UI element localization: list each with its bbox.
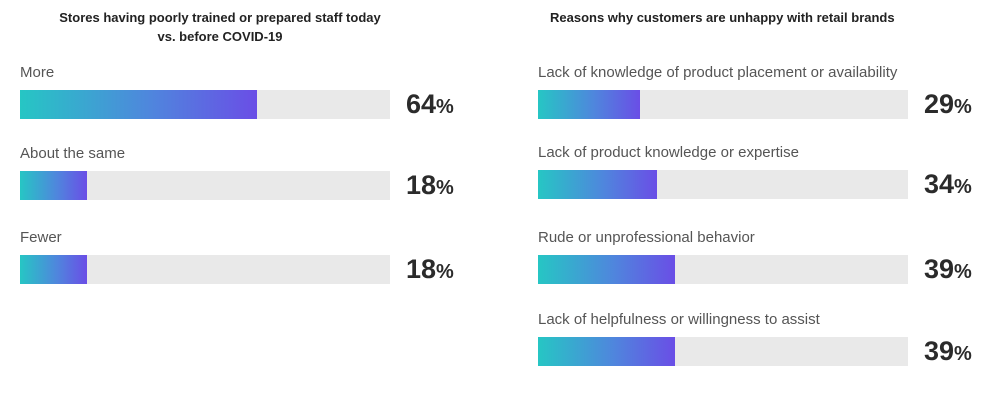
right-chart-value-label: 39% bbox=[924, 251, 972, 290]
left-chart-title-line-1: Stores having poorly trained or prepared… bbox=[59, 10, 381, 25]
right-chart-title-line-1: Reasons why customers are unhappy with r… bbox=[550, 10, 895, 25]
left-chart-title-line-2: vs. before COVID-19 bbox=[157, 29, 283, 44]
left-chart-bar-row: More 64% bbox=[20, 64, 480, 124]
left-chart-value-unit: % bbox=[436, 177, 454, 199]
right-chart-bar-row: Lack of helpfulness or willingness to as… bbox=[538, 311, 990, 371]
right-chart-value-label: 39% bbox=[924, 333, 972, 372]
left-chart-bar-track bbox=[20, 255, 390, 284]
left-chart-bar-row: Fewer 18% bbox=[20, 229, 480, 289]
left-chart-value-number: 64 bbox=[406, 89, 437, 119]
left-chart-value-label: 18% bbox=[406, 251, 454, 290]
left-chart-value-unit: % bbox=[436, 261, 454, 283]
right-chart-bar bbox=[538, 90, 640, 119]
right-chart-value-unit: % bbox=[954, 261, 972, 283]
left-chart-bar bbox=[20, 171, 87, 200]
right-chart-value-unit: % bbox=[954, 343, 972, 365]
right-chart-value-label: 34% bbox=[924, 166, 972, 205]
right-chart-bar-label: Lack of knowledge of product placement o… bbox=[538, 64, 898, 81]
right-chart-value-number: 39 bbox=[924, 336, 955, 366]
left-chart-bar bbox=[20, 90, 258, 119]
right-chart-bar-row: Lack of knowledge of product placement o… bbox=[538, 64, 990, 124]
right-chart-value-number: 29 bbox=[924, 89, 955, 119]
right-chart-bar-label: Rude or unprofessional behavior bbox=[538, 229, 755, 246]
left-chart-bar-track bbox=[20, 90, 390, 119]
right-chart-bar-label: Lack of product knowledge or expertise bbox=[538, 144, 799, 161]
left-chart-value-label: 64% bbox=[406, 86, 454, 125]
right-chart-bar-row: Rude or unprofessional behavior 39% bbox=[538, 229, 990, 289]
left-chart-bar-label: More bbox=[20, 64, 55, 81]
left-chart-bar-label: Fewer bbox=[20, 229, 62, 246]
left-chart-bar-row: About the same 18% bbox=[20, 145, 480, 205]
left-chart-value-label: 18% bbox=[406, 167, 454, 206]
left-chart-bar-label: About the same bbox=[20, 145, 126, 162]
right-chart-bar-label: Lack of helpfulness or willingness to as… bbox=[538, 311, 820, 328]
right-chart-value-number: 34 bbox=[924, 169, 955, 199]
left-chart-value-number: 18 bbox=[406, 170, 437, 200]
right-chart-value-unit: % bbox=[954, 176, 972, 198]
right-chart-bar bbox=[538, 255, 675, 284]
right-chart-bar-track bbox=[538, 170, 908, 199]
left-chart-value-number: 18 bbox=[406, 254, 437, 284]
right-chart-bar-track bbox=[538, 90, 908, 119]
right-chart-value-unit: % bbox=[954, 96, 972, 118]
right-chart-value-label: 29% bbox=[924, 86, 972, 125]
right-chart-bar-track bbox=[538, 255, 908, 284]
right-chart-title: Reasons why customers are unhappy with r… bbox=[538, 8, 942, 27]
right-chart-bar bbox=[538, 337, 675, 366]
left-chart-bar bbox=[20, 255, 87, 284]
left-chart-title: Stores having poorly trained or prepared… bbox=[20, 8, 420, 46]
right-chart-bar-track bbox=[538, 337, 908, 366]
left-chart-bar-track bbox=[20, 171, 390, 200]
right-chart-bar bbox=[538, 170, 657, 199]
left-chart-value-unit: % bbox=[436, 96, 454, 118]
right-chart-bar-row: Lack of product knowledge or expertise 34… bbox=[538, 144, 990, 204]
right-chart-value-number: 39 bbox=[924, 254, 955, 284]
